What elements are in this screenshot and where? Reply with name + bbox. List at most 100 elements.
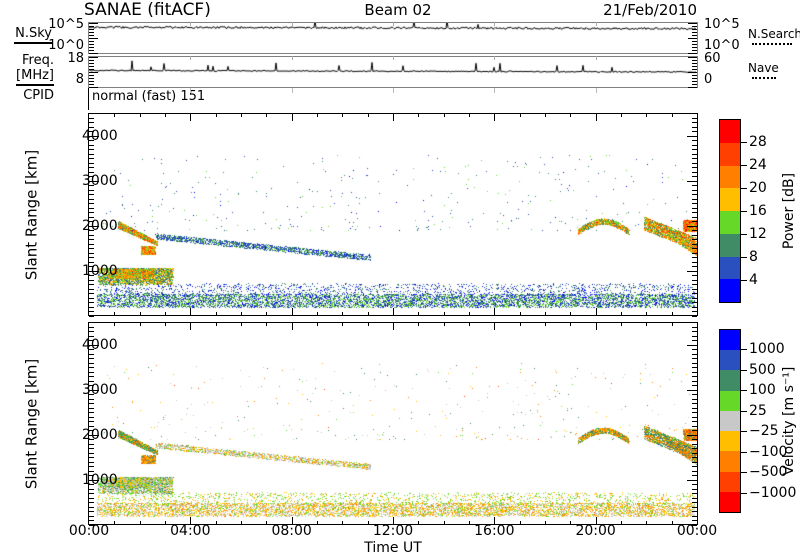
axis-tick (89, 87, 98, 88)
axis-tick (89, 57, 98, 58)
axis-tick (89, 149, 94, 150)
axis-tick (692, 507, 697, 508)
axis-tick (692, 511, 697, 512)
x-axis-tick-label: 12:00 (372, 523, 414, 539)
colorbar-tick (741, 452, 747, 453)
axis-tick (692, 516, 697, 517)
axis-tick (692, 149, 697, 150)
axis-tick (692, 498, 697, 499)
axis-tick (418, 322, 419, 326)
axis-tick (89, 199, 94, 200)
axis-tick (444, 322, 445, 326)
axis-tick (140, 521, 141, 525)
axis-tick (393, 322, 394, 330)
cpid-gridline (494, 88, 496, 93)
axis-tick (692, 289, 697, 290)
axis-tick (688, 23, 697, 24)
axis-tick (114, 521, 115, 525)
axis-tick (692, 426, 697, 427)
axis-tick (89, 262, 94, 263)
axis-tick (89, 516, 94, 517)
axis-tick (89, 38, 98, 39)
axis-tick (692, 194, 697, 195)
colorbar-tick (741, 142, 747, 143)
colorbar-segment (720, 188, 740, 211)
y-axis-tick-label: 1000 (82, 471, 118, 488)
axis-tick (190, 308, 191, 316)
axis-tick (621, 322, 622, 326)
axis-tick (89, 358, 94, 359)
axis-tick (595, 56, 597, 60)
axis-tick (687, 181, 697, 182)
axis-tick (393, 56, 394, 60)
axis-tick (494, 113, 495, 121)
axis-tick (89, 480, 99, 481)
axis-tick (89, 444, 94, 445)
axis-tick (688, 38, 697, 39)
axis-tick (89, 208, 94, 209)
colorbar-segment (720, 165, 740, 189)
nave-ytick-bottom: 0 (704, 72, 713, 87)
axis-tick (89, 244, 94, 245)
axis-tick (89, 520, 94, 521)
axis-tick (692, 475, 697, 476)
axis-tick (692, 525, 697, 526)
colorbar-tick (741, 493, 747, 494)
colorbar-segment (720, 431, 740, 452)
axis-tick (89, 75, 94, 76)
axis-tick (692, 230, 697, 231)
nsky-label-underline (14, 42, 52, 44)
axis-tick (672, 521, 673, 525)
cpid-gridline (595, 88, 597, 93)
axis-tick (692, 376, 697, 377)
axis-tick (241, 312, 242, 316)
axis-tick (89, 47, 94, 48)
y-axis-tick-label: 3000 (82, 381, 118, 398)
axis-tick (692, 203, 697, 204)
x-axis-tick-label: 04:00 (170, 523, 211, 539)
axis-tick (190, 56, 192, 60)
axis-tick (89, 421, 94, 422)
axis-tick (692, 113, 697, 114)
axis-tick (89, 354, 94, 355)
nsearch-label: N.Search (748, 27, 800, 41)
colorbar-tick-label: 16 (749, 203, 767, 219)
axis-tick (216, 521, 217, 525)
axis-tick (692, 381, 697, 382)
axis-tick (89, 322, 94, 323)
axis-tick (114, 322, 115, 326)
axis-tick (687, 136, 697, 137)
axis-tick (292, 308, 293, 316)
axis-tick (494, 322, 495, 330)
axis-tick (165, 322, 166, 326)
axis-tick (692, 154, 697, 155)
axis-tick (89, 122, 94, 123)
axis-tick (545, 312, 546, 316)
beam-label: Beam 02 (364, 1, 432, 19)
colorbar-tick (741, 370, 747, 371)
colorbar-tick (741, 431, 747, 432)
nsky-ytick-bottom-right: 10^0 (704, 38, 740, 53)
axis-tick (621, 312, 622, 316)
cpid-gridline (291, 88, 293, 93)
axis-tick (241, 521, 242, 525)
axis-tick (692, 84, 697, 85)
axis-tick (692, 453, 697, 454)
axis-tick (89, 293, 94, 294)
axis-tick (621, 113, 622, 117)
axis-tick (266, 312, 267, 316)
freq-label-line1: Freq. (22, 53, 54, 68)
axis-tick (692, 140, 697, 141)
colorbar-tick-label: 8 (749, 249, 758, 265)
axis-tick (692, 298, 697, 299)
axis-tick (692, 78, 697, 79)
axis-tick (570, 312, 571, 316)
axis-tick (89, 271, 99, 272)
axis-tick (89, 507, 94, 508)
axis-tick (89, 363, 94, 364)
axis-tick (494, 517, 495, 525)
axis-tick (89, 217, 94, 218)
axis-tick (89, 484, 94, 485)
axis-tick (89, 69, 94, 70)
power-colorbar (719, 119, 741, 303)
